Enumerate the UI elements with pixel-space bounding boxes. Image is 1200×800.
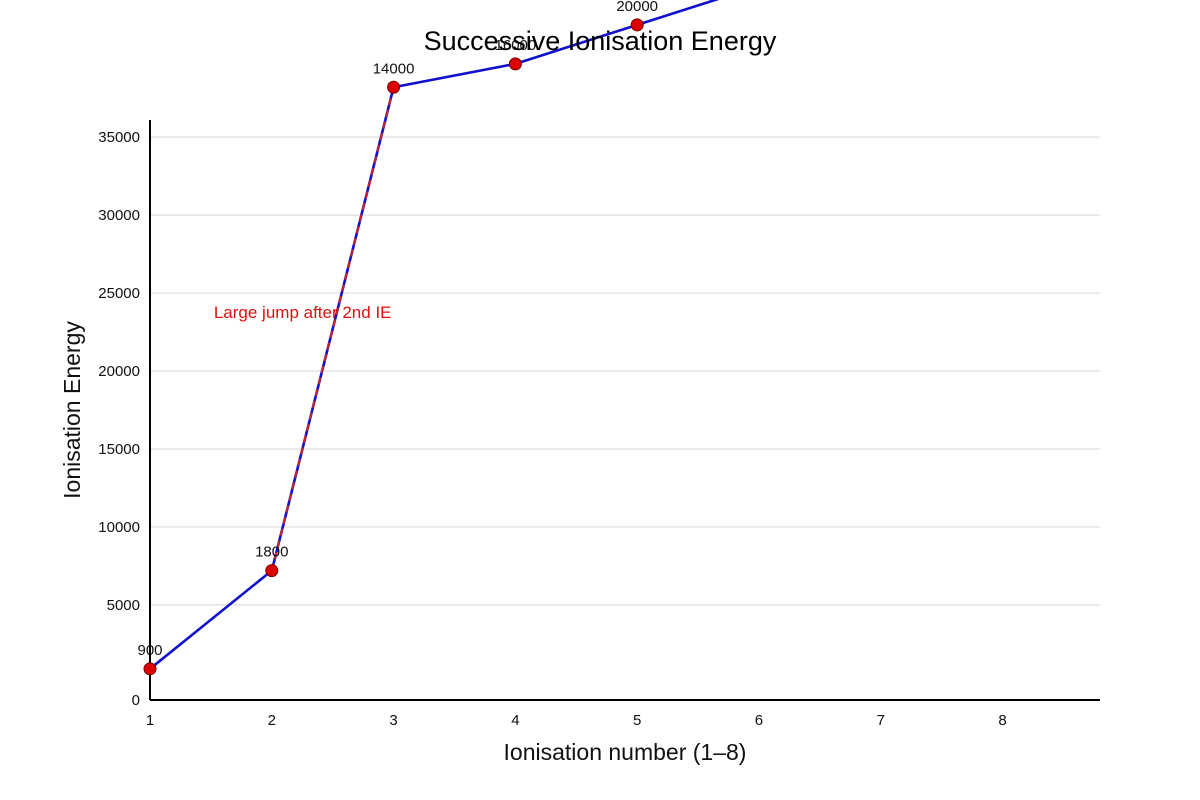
data-label: 16000 (495, 37, 537, 54)
y-tick-label: 30000 (98, 207, 140, 224)
series-line (149, 0, 720, 670)
chart-title: Successive Ionisation Energy (424, 26, 777, 56)
series-group (143, 0, 720, 676)
y-tick-label: 0 (132, 692, 140, 709)
data-point (265, 564, 279, 578)
y-tick-label: 10000 (98, 519, 140, 536)
grid-lines (150, 136, 1100, 606)
x-tick-label: 4 (511, 712, 519, 729)
y-tick-label: 15000 (98, 441, 140, 458)
data-point (508, 57, 522, 71)
y-tick-label: 20000 (98, 363, 140, 380)
x-tick-label: 5 (633, 712, 641, 729)
data-label: 20000 (616, 0, 658, 15)
y-tick-label: 25000 (98, 285, 140, 302)
x-tick-label: 2 (268, 712, 276, 729)
data-label: 900 (137, 642, 162, 659)
y-tick-labels: 0 5000 10000 15000 20000 25000 30000 35000 (98, 129, 140, 709)
data-point (143, 662, 157, 676)
annotation-text: Large jump after 2nd IE (214, 303, 392, 322)
y-tick-label: 5000 (107, 597, 140, 614)
data-label: 1800 (255, 544, 288, 561)
x-tick-label: 6 (755, 712, 763, 729)
x-axis-label: Ionisation number (1–8) (504, 739, 747, 765)
x-tick-label: 7 (877, 712, 885, 729)
data-labels: 900 1800 14000 16000 20000 (137, 0, 658, 659)
data-label: 14000 (373, 60, 415, 77)
data-point (630, 18, 644, 32)
x-tick-label: 1 (146, 712, 154, 729)
x-tick-label: 3 (389, 712, 397, 729)
data-point (387, 80, 401, 94)
x-tick-label: 8 (998, 712, 1006, 729)
y-axis-label: Ionisation Energy (59, 321, 85, 499)
y-tick-label: 35000 (98, 129, 140, 146)
x-tick-labels: 1 2 3 4 5 6 7 8 (146, 712, 1007, 729)
